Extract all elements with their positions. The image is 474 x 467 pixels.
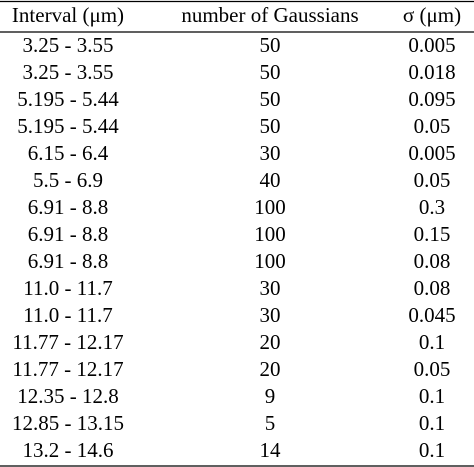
cell: 5.5 - 6.9 (33, 168, 103, 192)
header-cell: σ (μm) (403, 3, 461, 27)
cell: 9 (265, 384, 276, 408)
cell: 20 (260, 357, 281, 381)
header-cell: number of Gaussians (181, 3, 358, 27)
cell: 0.08 (414, 249, 451, 273)
cell: 0.045 (408, 303, 455, 327)
cell: 6.91 - 8.8 (28, 195, 109, 219)
cell: 0.05 (414, 168, 451, 192)
cell: 0.005 (408, 141, 455, 165)
header-cell: Interval (μm) (12, 3, 124, 27)
cell: 50 (260, 114, 281, 138)
cell: 6.15 - 6.4 (28, 141, 109, 165)
cell: 50 (260, 60, 281, 84)
cell: 30 (260, 276, 281, 300)
cell: 12.35 - 12.8 (17, 384, 119, 408)
cell: 0.08 (414, 276, 451, 300)
cell: 0.1 (419, 330, 445, 354)
cell: 3.25 - 3.55 (23, 60, 114, 84)
cell: 0.05 (414, 357, 451, 381)
cell: 11.77 - 12.17 (12, 330, 123, 354)
cell: 6.91 - 8.8 (28, 222, 109, 246)
cell: 100 (254, 249, 286, 273)
cell: 11.0 - 11.7 (23, 303, 112, 327)
cell: 100 (254, 195, 286, 219)
cell: 0.095 (408, 87, 455, 111)
cell: 0.1 (419, 384, 445, 408)
cell: 11.77 - 12.17 (12, 357, 123, 381)
cell: 0.05 (414, 114, 451, 138)
cell: 0.005 (408, 33, 455, 57)
cell: 14 (260, 438, 282, 462)
cell: 12.85 - 13.15 (12, 411, 124, 435)
cell: 0.3 (419, 195, 445, 219)
cell: 20 (260, 330, 281, 354)
cell: 5.195 - 5.44 (17, 114, 119, 138)
cell: 0.15 (414, 222, 451, 246)
cell: 30 (260, 303, 281, 327)
cell: 6.91 - 8.8 (28, 249, 109, 273)
cell: 13.2 - 14.6 (23, 438, 114, 462)
cell: 0.018 (408, 60, 455, 84)
cell: 100 (254, 222, 286, 246)
cell: 3.25 - 3.55 (23, 33, 114, 57)
cell: 0.1 (419, 411, 445, 435)
cell: 40 (260, 168, 281, 192)
cell: 5.195 - 5.44 (17, 87, 119, 111)
cell: 5 (265, 411, 276, 435)
cell: 0.1 (419, 438, 445, 462)
cell: 50 (260, 33, 281, 57)
cell: 11.0 - 11.7 (23, 276, 112, 300)
cell: 50 (260, 87, 281, 111)
cell: 30 (260, 141, 281, 165)
